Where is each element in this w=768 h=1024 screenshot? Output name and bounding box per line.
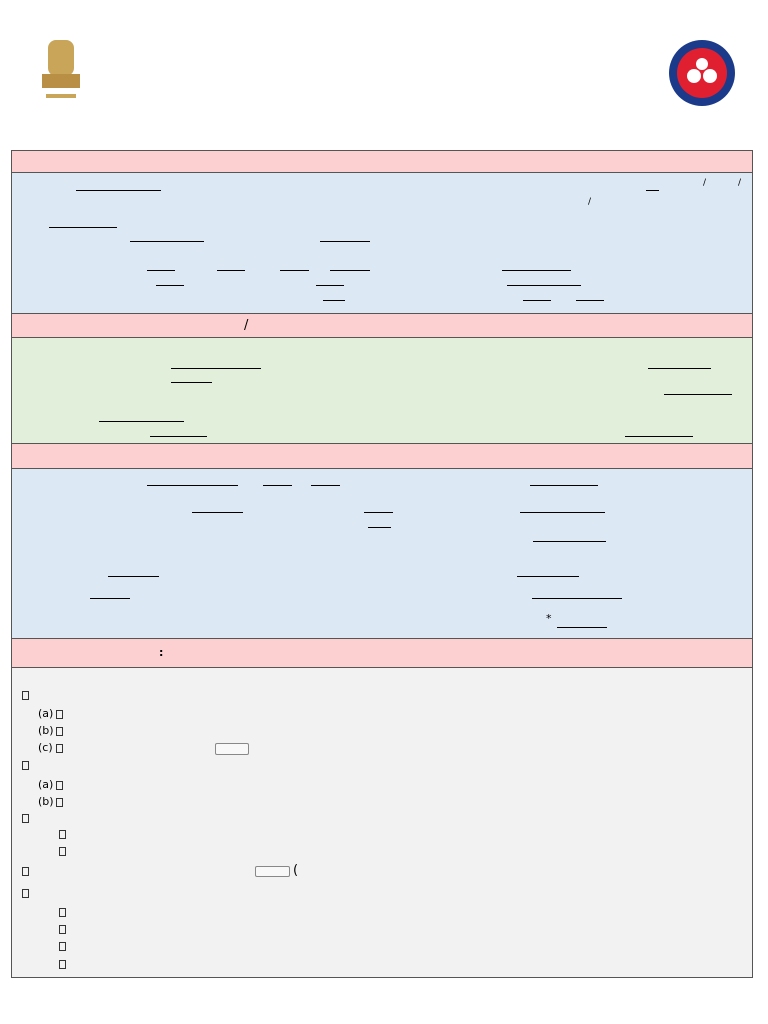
fill-line [192,512,243,513]
fill-line [217,270,245,271]
fill-line [368,527,391,528]
separator: / [738,178,742,188]
fill-line [156,285,184,286]
separator: / [703,178,707,188]
fill-line [502,270,571,271]
section-header [11,638,753,668]
fill-line [76,190,161,191]
checkbox[interactable] [59,942,66,951]
paren: ( [293,863,299,878]
fill-line [49,227,117,228]
item-label: (a) [38,778,54,791]
checkbox[interactable] [59,830,66,839]
checkbox[interactable] [56,798,63,807]
fill-line [517,576,579,577]
input-box[interactable] [215,743,249,755]
fill-line [150,436,207,437]
fill-line [576,300,604,301]
item-label: (b) [38,795,54,808]
checkbox[interactable] [59,960,66,969]
section-header [11,150,753,173]
item-label: (c) [38,741,53,754]
fill-line [532,598,622,599]
section-4 [11,667,753,978]
checkbox[interactable] [59,908,66,917]
separator: / [244,318,249,333]
fill-line [523,300,551,301]
fill-line [280,270,309,271]
section-header [11,443,753,469]
item-label: (b) [38,724,54,737]
fill-line [320,241,370,242]
fill-line [171,368,261,369]
fill-line [147,485,238,486]
fill-line [557,627,607,628]
checkbox[interactable] [56,710,63,719]
fill-line [530,485,598,486]
fill-line [648,368,711,369]
colon: : [159,646,164,659]
checkbox[interactable] [59,925,66,934]
fill-line [520,512,605,513]
section-2 [11,337,753,444]
checkbox[interactable] [22,889,29,898]
fill-line [147,270,175,271]
section-header [11,313,753,338]
checkbox[interactable] [59,847,66,856]
checkbox[interactable] [22,814,29,823]
separator: / [588,197,592,207]
fill-line [130,241,204,242]
fill-line [664,394,732,395]
fill-line [99,421,184,422]
fill-line [263,485,292,486]
fill-line [90,598,130,599]
fill-line [625,436,693,437]
checkbox[interactable] [22,867,29,876]
checkbox[interactable] [56,744,63,753]
checkbox[interactable] [56,781,63,790]
fill-line [364,512,393,513]
fill-line [646,190,659,191]
item-label: (a) [38,707,54,720]
institute-logo [669,40,735,106]
input-box[interactable] [255,866,290,877]
section-1 [11,172,753,314]
fill-line [108,576,159,577]
section-3 [11,468,753,639]
fill-line [330,270,370,271]
fill-line [323,300,345,301]
checkbox[interactable] [22,761,29,770]
fill-line [533,541,606,542]
fill-line [316,285,344,286]
checkbox[interactable] [56,727,63,736]
checkbox[interactable] [22,691,29,700]
required-mark: * [546,612,552,625]
fill-line [311,485,340,486]
fill-line [171,382,212,383]
emblem [42,40,80,98]
fill-line [507,285,581,286]
